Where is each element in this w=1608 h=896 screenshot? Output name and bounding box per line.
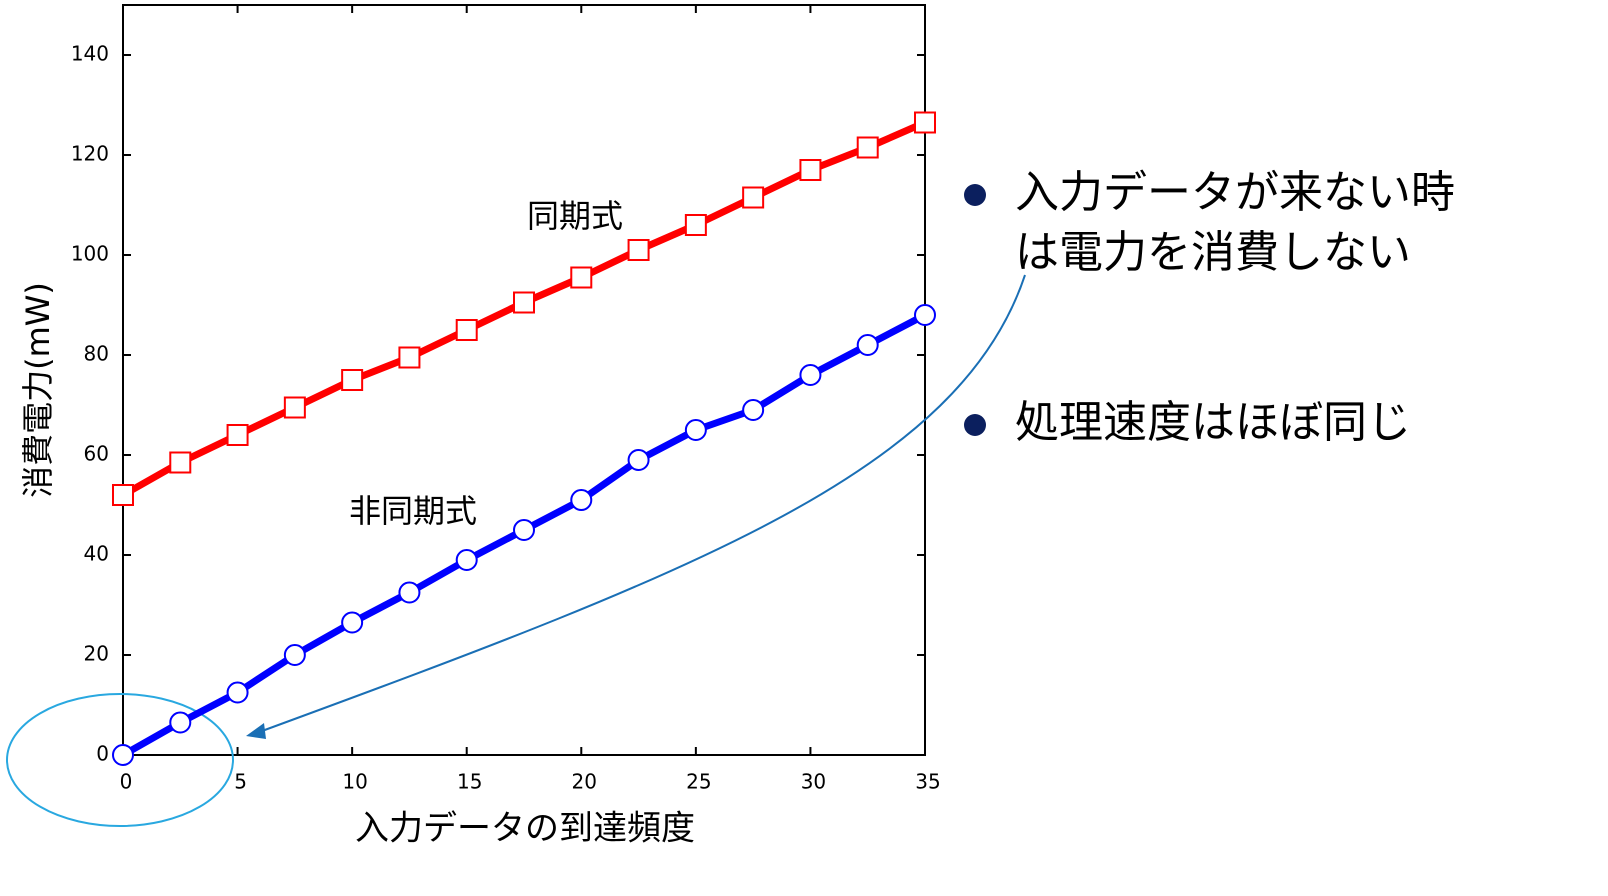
marker	[169, 451, 192, 474]
marker	[226, 681, 249, 704]
annotation-arrow	[261, 274, 1026, 732]
arrow-head	[246, 723, 266, 739]
x-tick-label: 25	[686, 770, 711, 794]
marker	[742, 186, 765, 209]
marker	[914, 111, 936, 134]
y-tick-label: 0	[96, 742, 109, 766]
y-tick-label: 120	[71, 142, 109, 166]
marker	[455, 319, 478, 341]
marker	[627, 449, 650, 471]
x-tick-label: 15	[457, 770, 482, 794]
bullet-dot	[964, 414, 986, 436]
marker	[914, 304, 936, 326]
bullet-dot	[964, 184, 986, 206]
marker	[283, 644, 306, 666]
marker	[513, 519, 535, 541]
marker	[455, 549, 478, 571]
x-tick-label: 10	[342, 770, 367, 794]
x-tick-label: 35	[915, 770, 940, 794]
x-axis-label: 入力データの到達頻度	[355, 809, 695, 849]
marker	[283, 396, 306, 419]
x-tick-label: 30	[801, 770, 826, 794]
marker	[856, 334, 879, 356]
marker	[513, 291, 535, 314]
x-tick-label: 20	[572, 770, 597, 794]
plot-frame	[122, 4, 926, 756]
marker	[856, 136, 879, 159]
marker	[799, 364, 822, 386]
marker	[112, 484, 134, 506]
bullet-text: は電力を消費しない	[1015, 227, 1411, 278]
marker	[627, 239, 650, 261]
marker	[570, 266, 593, 289]
y-axis-label: 消費電力(mW)	[19, 282, 57, 498]
y-tick-label: 80	[84, 342, 109, 366]
marker	[570, 489, 593, 511]
y-tick-label: 140	[71, 42, 109, 66]
x-tick-label: 0	[120, 770, 133, 794]
bullet-text: 入力データが来ない時	[1015, 167, 1455, 218]
marker	[742, 399, 765, 421]
marker	[169, 711, 192, 734]
bullet-text: 処理速度はほぼ同じ	[1015, 397, 1411, 448]
highlight-ellipse	[6, 693, 234, 827]
y-tick-label: 60	[84, 442, 109, 466]
marker	[341, 369, 364, 391]
series-label: 同期式	[527, 197, 623, 235]
marker	[112, 744, 134, 766]
y-tick-label: 20	[84, 642, 109, 666]
marker	[684, 419, 707, 441]
marker	[398, 581, 421, 604]
marker	[799, 159, 822, 181]
marker	[398, 346, 421, 369]
marker	[684, 214, 707, 236]
marker	[226, 424, 249, 446]
marker	[341, 611, 364, 634]
series-label: 非同期式	[349, 492, 477, 530]
y-tick-label: 100	[71, 242, 109, 266]
y-tick-label: 40	[84, 542, 109, 566]
x-tick-label: 5	[234, 770, 247, 794]
